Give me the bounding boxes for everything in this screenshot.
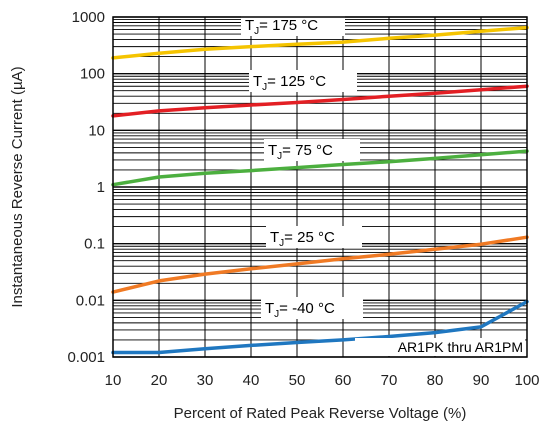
y-tick-label: 0.01: [76, 292, 105, 309]
x-tick-label: 60: [335, 372, 352, 389]
annotation-background: [355, 338, 525, 356]
x-tick-label: 50: [289, 372, 306, 389]
series-line: [111, 25, 529, 60]
series-line: [111, 149, 529, 187]
y-tick-label: 100: [80, 66, 105, 83]
series-label-background: [249, 70, 357, 92]
x-tick-label: 70: [381, 372, 398, 389]
y-tick-label: 10: [88, 122, 105, 139]
y-tick-label: 0.1: [84, 236, 105, 253]
y-tick-label: 1: [97, 179, 105, 196]
series-label: TJ= 125 °C: [253, 73, 326, 93]
chart-series-lines: [111, 25, 529, 355]
y-axis-label: Instantaneous Reverse Current (µA): [9, 66, 26, 307]
plot-frame: [112, 16, 528, 358]
series-label: TJ= 175 °C: [245, 17, 318, 37]
x-axis-label: Percent of Rated Peak Reverse Voltage (%…: [174, 405, 467, 422]
x-tick-label: 100: [514, 372, 539, 389]
x-tick-label: 80: [427, 372, 444, 389]
x-tick-label: 90: [473, 372, 490, 389]
chart-series-labels: TJ= 175 °C TJ= 125 °C TJ= 75 °C TJ= 25 °C TJ…: [241, 14, 363, 320]
y-tick-label: 0.001: [67, 349, 105, 366]
y-tick-label: 1000: [72, 9, 105, 26]
series-label-background: [261, 297, 363, 319]
series-label-background: [241, 14, 345, 36]
series-label: TJ= -40 °C: [265, 300, 335, 320]
x-tick-label: 10: [105, 372, 122, 389]
series-label: TJ= 75 °C: [268, 142, 333, 162]
series-label-background: [264, 139, 360, 161]
part-number-annotation: AR1PK thru AR1PM: [398, 339, 523, 355]
series-label-background: [266, 226, 362, 248]
x-tick-label: 40: [243, 372, 260, 389]
series-line: [111, 299, 529, 355]
series-line: [111, 235, 529, 294]
series-line: [111, 84, 529, 118]
series-label: TJ= 25 °C: [270, 229, 335, 249]
x-axis-ticks: 10 20 30 40 50 60 70 80 90 100: [105, 372, 540, 389]
y-axis-ticks: 0.001 0.01 0.1 1 10 100 1000: [67, 9, 105, 366]
x-tick-label: 20: [151, 372, 168, 389]
x-tick-label: 30: [197, 372, 214, 389]
